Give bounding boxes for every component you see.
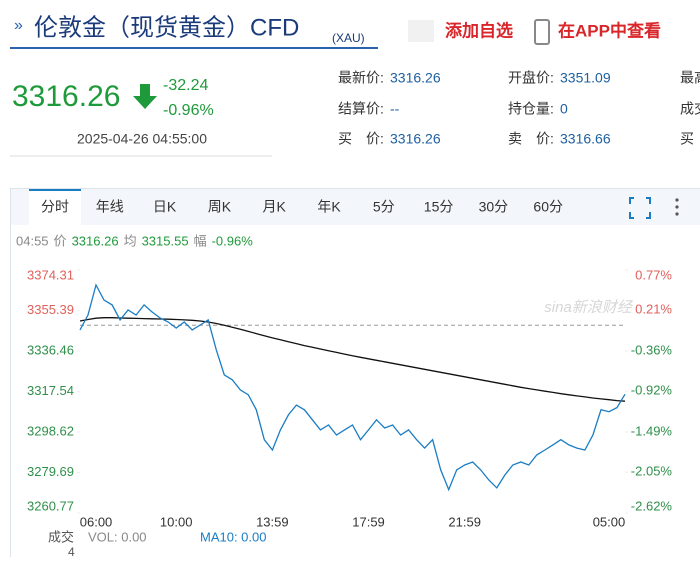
vol: VOL: 0.00 (88, 529, 147, 544)
stat-label: 卖 价: (508, 131, 554, 147)
y-tick-label: 3279.69 (27, 464, 74, 479)
stat-label: 买 (680, 131, 694, 147)
tab[interactable]: 日K (153, 199, 177, 215)
y2-tick-label: 0.21% (635, 302, 672, 317)
watermark: sina新浪财经 (544, 299, 634, 316)
quote-time: 2025-04-26 04:55:00 (77, 131, 207, 147)
x-tick-label: 17:59 (352, 514, 385, 529)
icon: » (14, 17, 23, 34)
info-price-label: 价 (54, 233, 67, 248)
stat-label: 结算价: (338, 101, 384, 117)
tab[interactable]: 年K (317, 199, 341, 215)
y2-tick-label: -1.49% (631, 423, 673, 438)
info-price: 3316.26 (72, 233, 119, 248)
stat-label: 最新价: (338, 70, 384, 86)
tab[interactable]: 周K (208, 199, 232, 215)
down-arrow (133, 84, 157, 109)
phone-icon (535, 20, 549, 44)
menu-dot[interactable] (675, 205, 678, 208)
change-pct: -0.96% (163, 102, 214, 119)
tab[interactable]: 月K (263, 199, 287, 215)
x-tick-label: 13:59 (256, 514, 289, 529)
info-pct: -0.96% (212, 233, 254, 248)
y2-tick-label: -2.62% (631, 498, 673, 513)
add-watch[interactable]: 添加自选 (445, 20, 513, 40)
y2-tick-label: 0.77% (635, 267, 672, 282)
info-avg: 3315.55 (142, 233, 189, 248)
tab[interactable]: 15分 (424, 199, 454, 215)
y-tick-label: 3260.77 (27, 498, 74, 513)
menu-dot[interactable] (675, 212, 678, 215)
title-suffix: (XAU) (332, 31, 365, 45)
x-tick-label: 06:00 (80, 514, 113, 529)
y-tick-label: 3336.46 (27, 342, 74, 357)
price: 3316.26 (12, 80, 120, 113)
y2-tick-label: -0.36% (631, 342, 673, 357)
app-view[interactable]: 在APP中查看 (558, 20, 661, 40)
x-tick-label: 10:00 (160, 514, 193, 529)
x-tick-label: 05:00 (593, 514, 626, 529)
info-pct-label: 幅 (194, 233, 207, 248)
stat-value: 3316.26 (390, 131, 441, 147)
y-tick-label: 3317.54 (27, 383, 74, 398)
tab[interactable]: 60分 (533, 199, 563, 215)
y-tick-label: 3374.31 (27, 267, 74, 282)
menu-dot[interactable] (675, 198, 678, 201)
y-tick-label: 3355.39 (27, 302, 74, 317)
stat-label: 成交 (680, 101, 700, 117)
stat-value: 3316.26 (390, 70, 441, 86)
stat-label: 买 价: (338, 131, 384, 147)
stat-value: 3316.66 (560, 131, 611, 147)
tab[interactable]: 年线 (96, 199, 124, 215)
info-time: 04:55 (16, 233, 49, 248)
spacer (408, 20, 434, 42)
tab[interactable]: 5分 (373, 199, 395, 215)
y2-tick-label: -0.92% (631, 383, 673, 398)
stat-value: -- (390, 101, 400, 117)
title: 伦敦金（现货黄金）CFD (34, 14, 299, 41)
stat-value: 0 (560, 101, 568, 117)
stat-value: 3351.09 (560, 70, 611, 86)
stat-label: 持仓量: (508, 101, 554, 117)
info-avg-label: 均 (124, 233, 137, 248)
x-tick-label: 21:59 (448, 514, 481, 529)
vol-extra: 4 (68, 545, 75, 557)
vol-label: 成交 (48, 529, 74, 544)
change: -32.24 (163, 77, 208, 94)
y2-tick-label: -2.05% (631, 464, 673, 479)
stat-label: 最高 (680, 70, 700, 86)
tab[interactable]: 30分 (479, 199, 509, 215)
y-tick-label: 3298.62 (27, 423, 74, 438)
ma: MA10: 0.00 (200, 529, 267, 544)
stat-label: 开盘价: (508, 70, 554, 86)
tab[interactable]: 分时 (41, 199, 69, 215)
